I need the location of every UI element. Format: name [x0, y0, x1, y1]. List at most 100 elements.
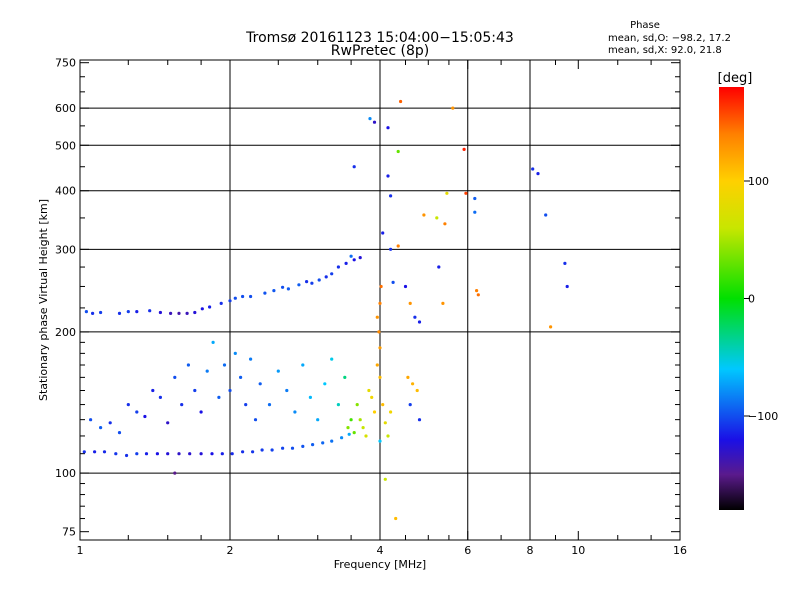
data-point [260, 448, 264, 452]
data-point [417, 418, 422, 422]
data-point [389, 247, 393, 251]
data-point [377, 330, 381, 334]
data-point [378, 301, 382, 305]
y-tick-label: 100 [55, 467, 76, 480]
data-point [281, 446, 285, 450]
data-point [158, 395, 162, 399]
colorbar-tick-label: 100 [748, 175, 769, 188]
stats-heading: Phase [630, 20, 660, 31]
colorbar-tick-label: −100 [748, 410, 778, 423]
data-point [173, 471, 177, 475]
data-point [158, 310, 162, 315]
x-tick-label: 2 [227, 544, 234, 557]
data-point [340, 436, 344, 440]
data-point [344, 261, 348, 265]
data-point [186, 363, 190, 367]
data-point [91, 311, 95, 315]
data-point [473, 196, 477, 201]
data-point [413, 315, 417, 319]
data-point [135, 410, 139, 414]
data-point [99, 426, 103, 430]
data-point [317, 278, 321, 282]
data-point [422, 213, 426, 217]
data-point [199, 410, 203, 414]
y-tick-label: 750 [55, 57, 76, 70]
colorbar-tick-label: 0 [748, 293, 755, 306]
data-point [378, 375, 382, 379]
data-point [544, 213, 548, 217]
data-point [372, 120, 377, 124]
data-point [358, 256, 362, 260]
x-tick-label: 16 [673, 544, 687, 557]
data-point [349, 418, 353, 422]
data-point [286, 287, 290, 291]
data-point [394, 516, 398, 521]
data-point [297, 283, 301, 287]
data-point [386, 126, 390, 130]
data-point [249, 357, 253, 361]
data-point [108, 421, 112, 425]
data-point [308, 395, 312, 399]
data-point [258, 382, 262, 386]
data-point [330, 272, 334, 276]
data-point [408, 301, 412, 305]
data-point [464, 191, 468, 195]
data-point [285, 388, 289, 393]
data-point [435, 216, 439, 220]
data-point [114, 452, 118, 456]
data-point [241, 294, 245, 299]
data-point [565, 284, 569, 289]
data-point [381, 231, 385, 235]
data-point [549, 325, 553, 329]
chart-title: Tromsø 20161123 15:04:00−15:05:43 [245, 30, 514, 46]
data-point [82, 450, 86, 454]
data-point [321, 441, 325, 445]
data-point [217, 395, 221, 399]
x-tick-label: 8 [527, 544, 534, 557]
data-point [372, 410, 377, 414]
data-point [386, 434, 390, 438]
data-point [378, 439, 382, 443]
y-tick-label: 75 [62, 526, 76, 539]
data-point [117, 311, 122, 315]
data-point [166, 421, 170, 425]
data-point [126, 403, 130, 407]
data-point [220, 452, 224, 456]
data-point [462, 147, 466, 151]
data-point [437, 265, 441, 269]
data-point [330, 439, 334, 443]
data-point [117, 431, 122, 435]
data-point [383, 477, 387, 481]
data-point [239, 375, 243, 379]
data-point [272, 289, 276, 293]
data-point [305, 280, 309, 284]
data-point [375, 363, 379, 367]
data-point [228, 388, 232, 393]
data-point [151, 388, 155, 393]
data-point [211, 340, 215, 344]
data-point [352, 431, 356, 435]
data-point [251, 450, 255, 454]
x-axis-label: Frequency [MHz] [334, 558, 426, 571]
data-point [173, 375, 177, 379]
y-tick-label: 500 [55, 139, 76, 152]
stats-line-o: mean, sd,O: −98.2, 17.2 [608, 33, 731, 44]
data-point [323, 382, 327, 386]
data-point [125, 453, 129, 458]
data-point [233, 296, 237, 300]
colorbar [719, 87, 744, 510]
x-tick-label: 6 [464, 544, 471, 557]
data-point [301, 444, 305, 448]
data-point [89, 418, 93, 422]
data-point [441, 301, 445, 305]
data-point [375, 315, 379, 319]
data-point [396, 149, 400, 154]
data-point [210, 452, 214, 456]
data-point [185, 311, 189, 315]
chart-subtitle: RwPretec (8p) [331, 43, 429, 59]
data-point [193, 310, 197, 315]
data-point [406, 375, 410, 379]
y-tick-label: 600 [55, 102, 76, 115]
x-tick-label: 10 [571, 544, 585, 557]
